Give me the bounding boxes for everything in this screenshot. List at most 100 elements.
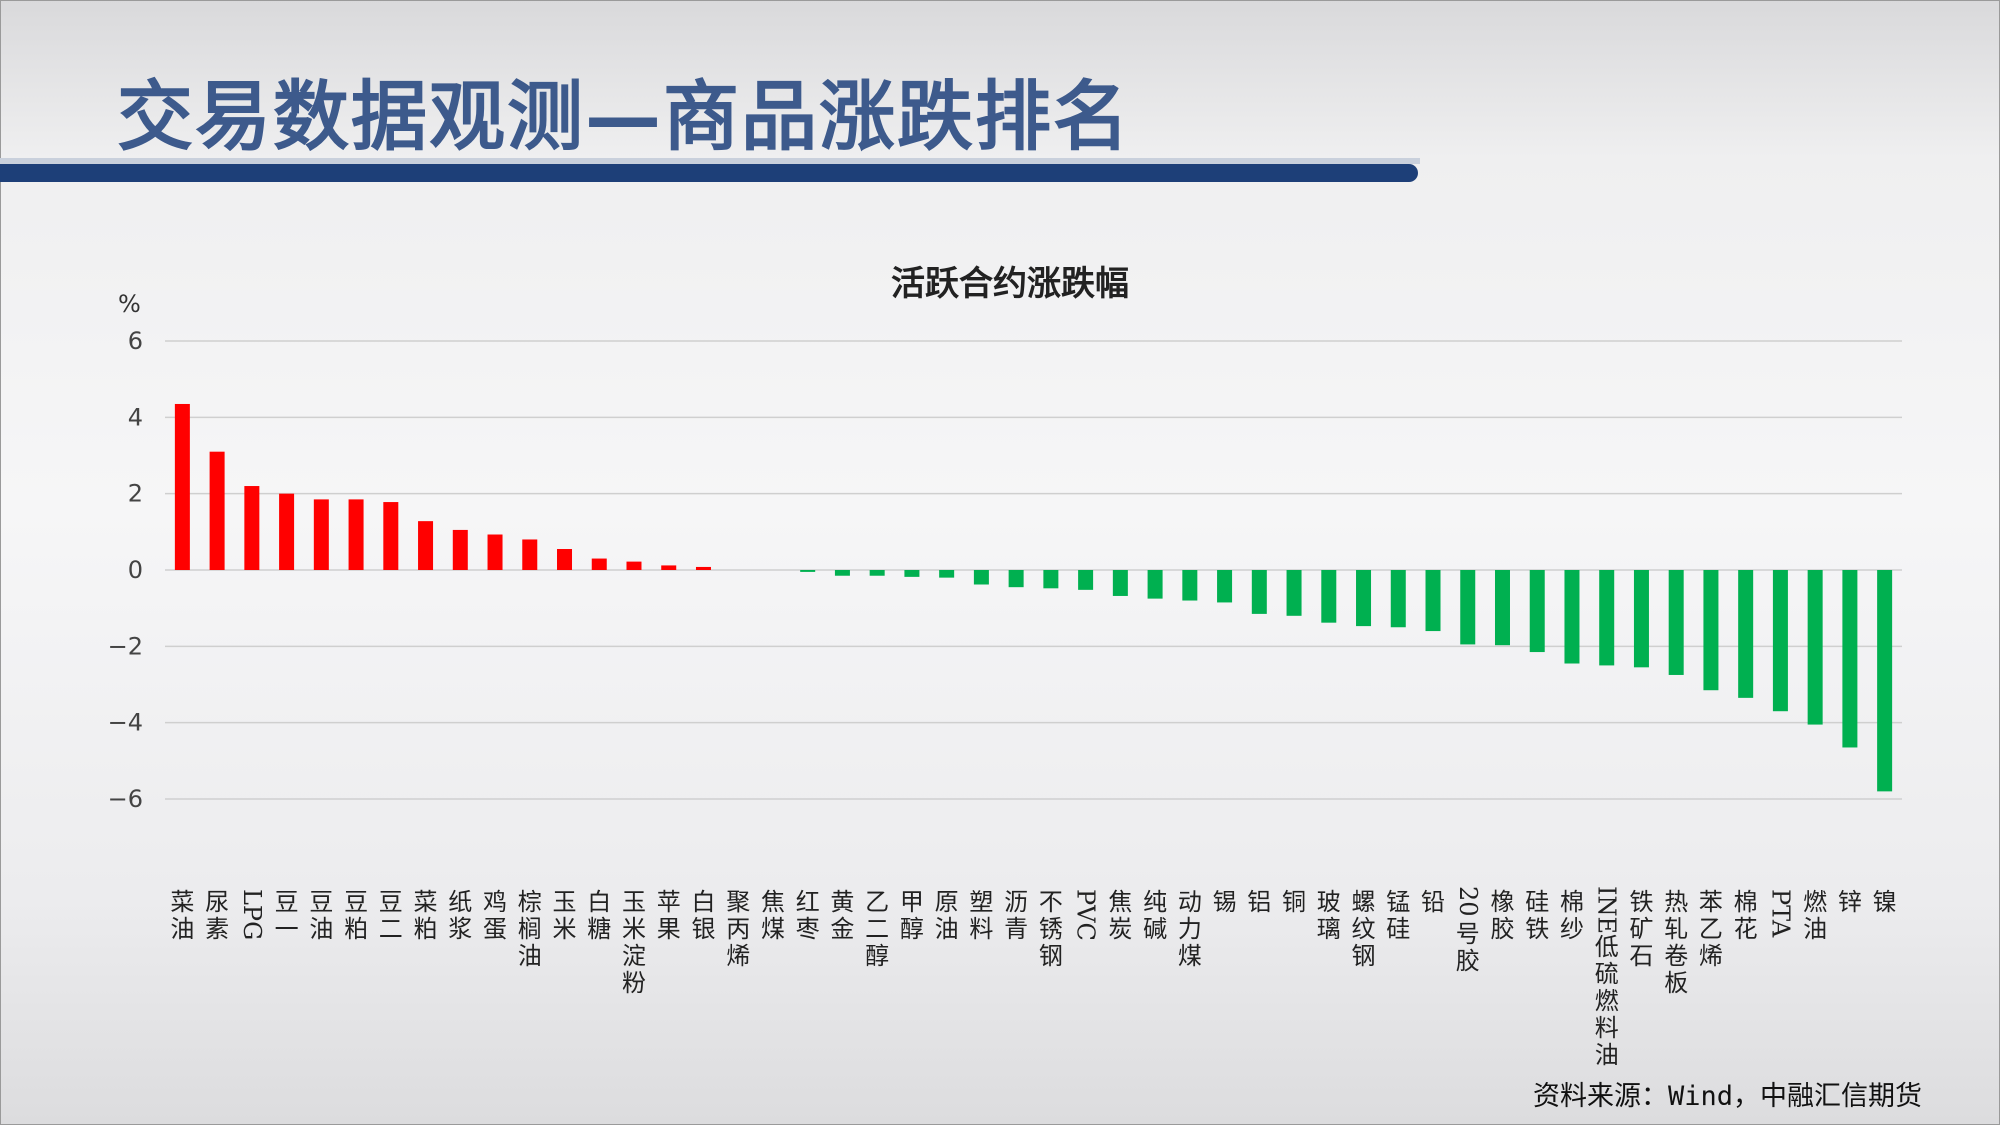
bar [1147, 570, 1163, 599]
bar [1842, 570, 1858, 748]
bar [1564, 570, 1580, 664]
x-category-label: 燃油 [1803, 888, 1827, 943]
x-category-label: 玻璃 [1317, 888, 1341, 943]
x-category-label: 原油 [935, 888, 959, 943]
x-category-label: 硅铁 [1525, 888, 1549, 943]
bar [1772, 570, 1788, 712]
x-category-label: 铁矿石 [1629, 888, 1653, 970]
bar [557, 549, 573, 570]
bar [939, 570, 955, 578]
x-category-label: 黄金 [830, 888, 854, 943]
title-underline-bar [0, 164, 1418, 182]
bar [1807, 570, 1823, 725]
x-category-label: 苯乙烯 [1699, 888, 1723, 970]
x-category-label: 铅 [1421, 888, 1445, 916]
x-category-label: 白银 [691, 888, 715, 943]
x-category-label: 热轧卷板 [1664, 888, 1688, 997]
bar [1356, 570, 1372, 627]
title-underline-light [0, 158, 1420, 164]
bar [973, 570, 989, 585]
x-category-label: 塑料 [969, 888, 993, 943]
bar [1633, 570, 1649, 668]
bar [1599, 570, 1615, 666]
bar [348, 499, 364, 570]
bar [1112, 570, 1128, 596]
bar [209, 451, 225, 570]
x-category-label: 鸡蛋 [483, 888, 507, 943]
bar [1286, 570, 1302, 616]
y-axis-unit: % [118, 290, 141, 318]
x-category-label: 聚丙烯 [726, 888, 750, 970]
x-category-label: 焦煤 [761, 888, 785, 943]
x-category-label: 豆油 [309, 888, 333, 943]
bar [1494, 570, 1510, 646]
bar [1008, 570, 1024, 588]
y-tick-label: 2 [128, 480, 143, 508]
y-tick-label: −6 [108, 785, 143, 813]
chart-title: 活跃合约涨跌幅 [891, 264, 1129, 304]
bar [626, 561, 642, 570]
x-category-label: 铜 [1282, 888, 1306, 916]
y-tick-label: −2 [108, 632, 143, 660]
bar [695, 566, 711, 570]
x-category-label: 菜粕 [414, 888, 438, 943]
bar [1182, 570, 1198, 601]
bar [487, 534, 503, 570]
x-category-label: PVC [1072, 889, 1100, 941]
x-category-label: 螺纹钢 [1352, 888, 1376, 970]
x-category-label: 豆二 [379, 888, 403, 943]
bar [1460, 570, 1476, 645]
bar [1529, 570, 1545, 653]
x-category-label: 玉米淀粉 [622, 888, 646, 997]
x-category-label: 焦炭 [1108, 888, 1132, 943]
bar [1425, 570, 1441, 632]
x-category-label: 铝 [1247, 888, 1271, 916]
bar [452, 529, 468, 570]
x-category-label: 纯碱 [1143, 888, 1167, 943]
bar [904, 570, 920, 577]
x-category-label: 锌 [1838, 888, 1862, 916]
bar [313, 499, 329, 570]
bar [1877, 570, 1893, 792]
x-category-label: 镍 [1873, 888, 1897, 916]
bar [1078, 570, 1094, 590]
x-category-label: 低硫燃料油 [1595, 933, 1619, 1069]
x-category-label: 红枣 [796, 888, 820, 943]
bar [279, 493, 295, 570]
y-tick-label: −4 [108, 709, 143, 737]
y-tick-label: 6 [128, 327, 143, 355]
x-category-label: 锡 [1213, 888, 1237, 916]
y-tick-label: 4 [128, 403, 143, 431]
bar [1043, 570, 1059, 589]
bar [1703, 570, 1719, 691]
y-tick-label: 0 [128, 556, 143, 584]
bar [661, 565, 677, 570]
bar [591, 558, 607, 570]
x-category-label: 玉米 [553, 888, 577, 943]
bar [1738, 570, 1754, 698]
x-category-label: 苹果 [657, 888, 681, 943]
x-category-label: 锰硅 [1386, 888, 1410, 943]
bar [418, 521, 434, 570]
bar [522, 539, 538, 570]
bar [1668, 570, 1684, 675]
x-category-label: PTA [1766, 889, 1794, 938]
bar [383, 502, 399, 570]
x-category-label: 棕榈油 [518, 888, 542, 970]
x-category-label: 菜油 [170, 888, 194, 943]
x-category-label-part: 20 [1454, 886, 1482, 917]
bar [1217, 570, 1233, 603]
bar [1390, 570, 1406, 628]
x-category-label: 乙二醇 [865, 888, 889, 970]
x-category-label: 沥青 [1004, 888, 1028, 943]
bar [1321, 570, 1337, 623]
bar [1251, 570, 1267, 614]
x-category-label: LPG [238, 889, 266, 940]
page-title: 交易数据观测—商品涨跌排名 [117, 72, 1131, 161]
x-category-label: 尿素 [205, 888, 229, 943]
data-source: 资料来源：Wind，中融汇信期货 [1532, 1081, 1922, 1112]
x-category-label: 动力煤 [1178, 888, 1202, 970]
x-category-label: 甲醇 [900, 888, 924, 943]
bar [869, 570, 885, 576]
